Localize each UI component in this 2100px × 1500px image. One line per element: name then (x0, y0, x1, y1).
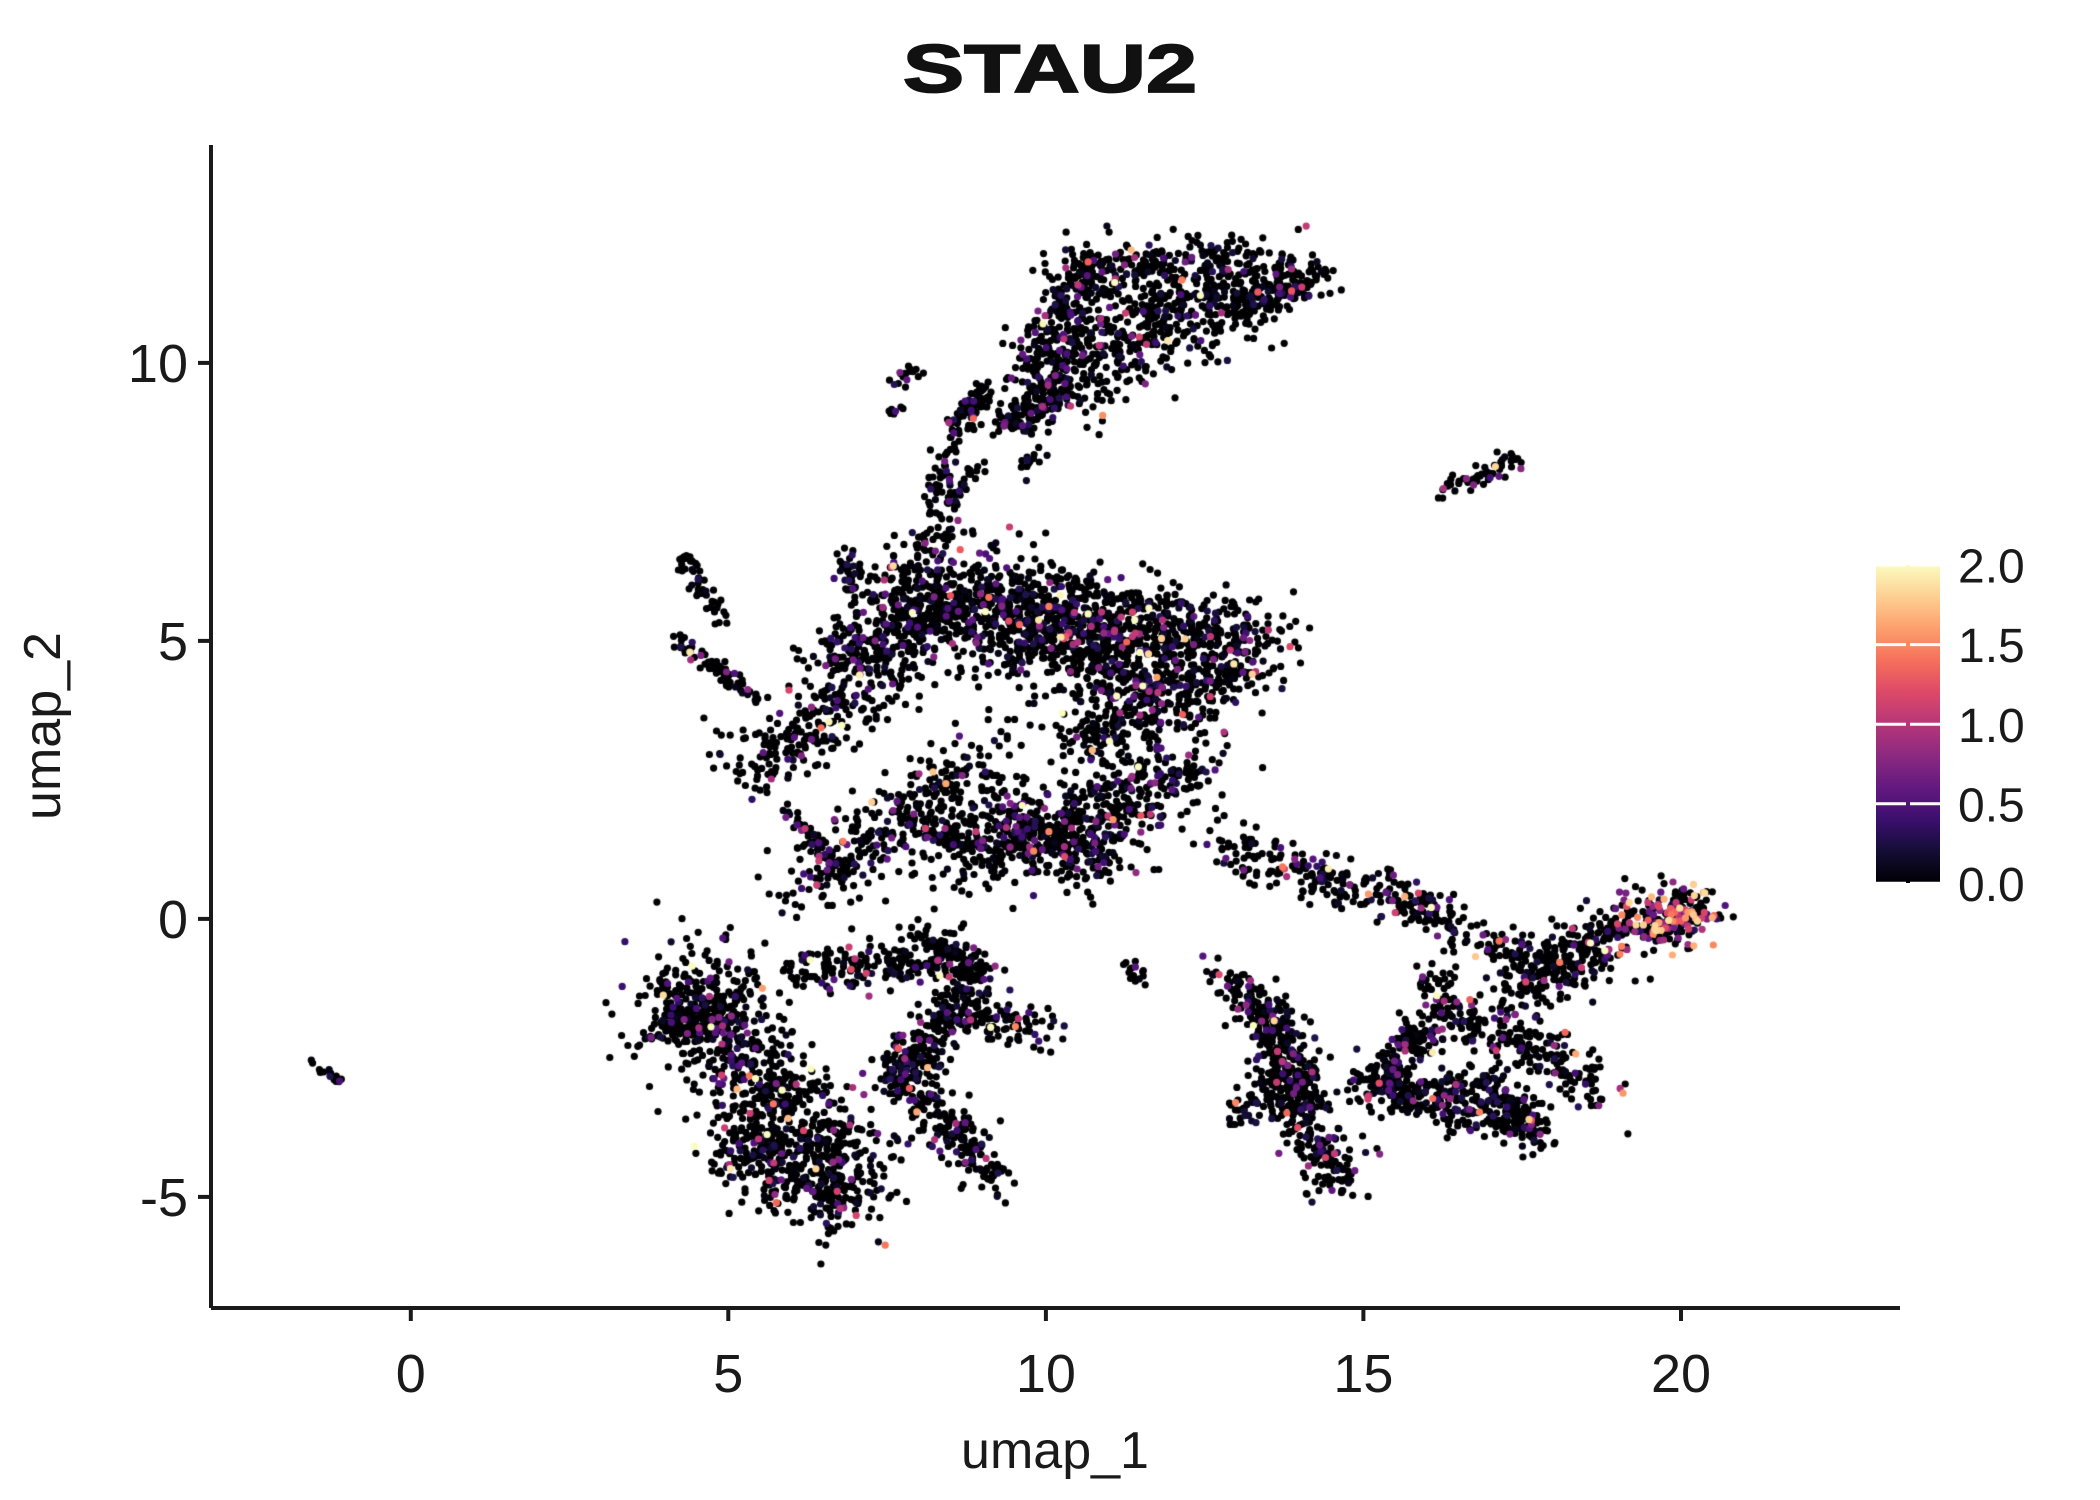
svg-text:5: 5 (158, 612, 188, 672)
svg-text:0: 0 (396, 1344, 426, 1404)
svg-text:0.5: 0.5 (1958, 779, 2025, 832)
svg-text:20: 20 (1651, 1344, 1711, 1404)
svg-text:umap_2: umap_2 (14, 632, 72, 820)
svg-text:0: 0 (158, 890, 188, 950)
svg-text:-5: -5 (140, 1168, 188, 1228)
svg-text:0.0: 0.0 (1958, 859, 2025, 912)
svg-text:1.0: 1.0 (1958, 700, 2025, 753)
svg-text:2.0: 2.0 (1958, 541, 2025, 594)
svg-text:1.5: 1.5 (1958, 620, 2025, 673)
svg-text:10: 10 (128, 334, 188, 394)
svg-text:5: 5 (713, 1344, 743, 1404)
svg-text:15: 15 (1333, 1344, 1393, 1404)
svg-text:umap_1: umap_1 (961, 1422, 1149, 1480)
svg-text:10: 10 (1016, 1344, 1076, 1404)
